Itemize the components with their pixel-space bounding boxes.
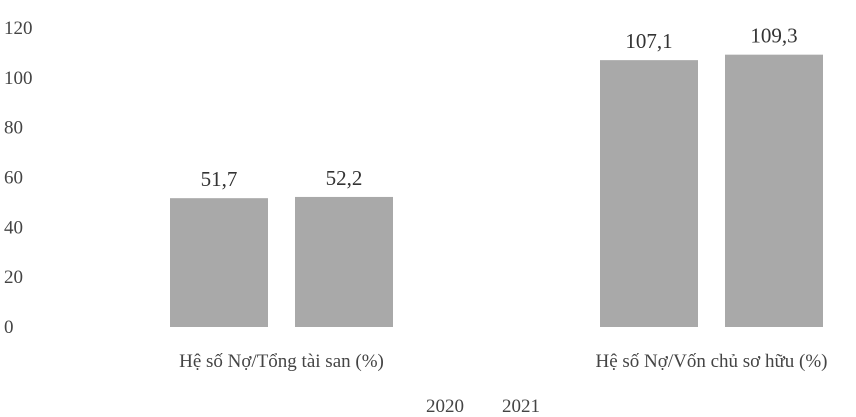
legend: 2020 2021 [426, 396, 540, 417]
bar-2021-1 [295, 196, 393, 327]
bar-2020-1 [170, 198, 268, 327]
y-tick-label: 40 [4, 217, 23, 238]
value-labels: 51,7 107,1 52,2 109,3 [201, 24, 798, 192]
y-tick-label: 80 [4, 118, 23, 139]
legend-entry: 2021 [502, 396, 540, 417]
y-tick-label: 60 [4, 168, 23, 189]
y-axis: 0 20 40 60 80 100 120 [4, 18, 33, 338]
bars [170, 54, 823, 328]
bar-2021-2 [725, 54, 823, 328]
data-label: 51,7 [201, 167, 238, 191]
data-label: 107,1 [625, 29, 672, 53]
y-tick-label: 120 [4, 18, 33, 39]
data-label: 52,2 [326, 166, 363, 190]
bar-2020-2 [600, 60, 698, 328]
y-tick-label: 0 [4, 317, 14, 338]
legend-entry: 2020 [426, 396, 464, 417]
data-label: 109,3 [750, 24, 797, 48]
category-label: Hệ số Nợ/Vốn chủ sơ hữu (%) [596, 351, 828, 372]
y-tick-label: 100 [4, 68, 33, 89]
y-tick-label: 20 [4, 267, 23, 288]
x-axis: Hệ số Nợ/Tổng tài san (%) Hệ số Nợ/Vốn ch… [179, 351, 827, 372]
category-label: Hệ số Nợ/Tổng tài san (%) [179, 351, 384, 372]
